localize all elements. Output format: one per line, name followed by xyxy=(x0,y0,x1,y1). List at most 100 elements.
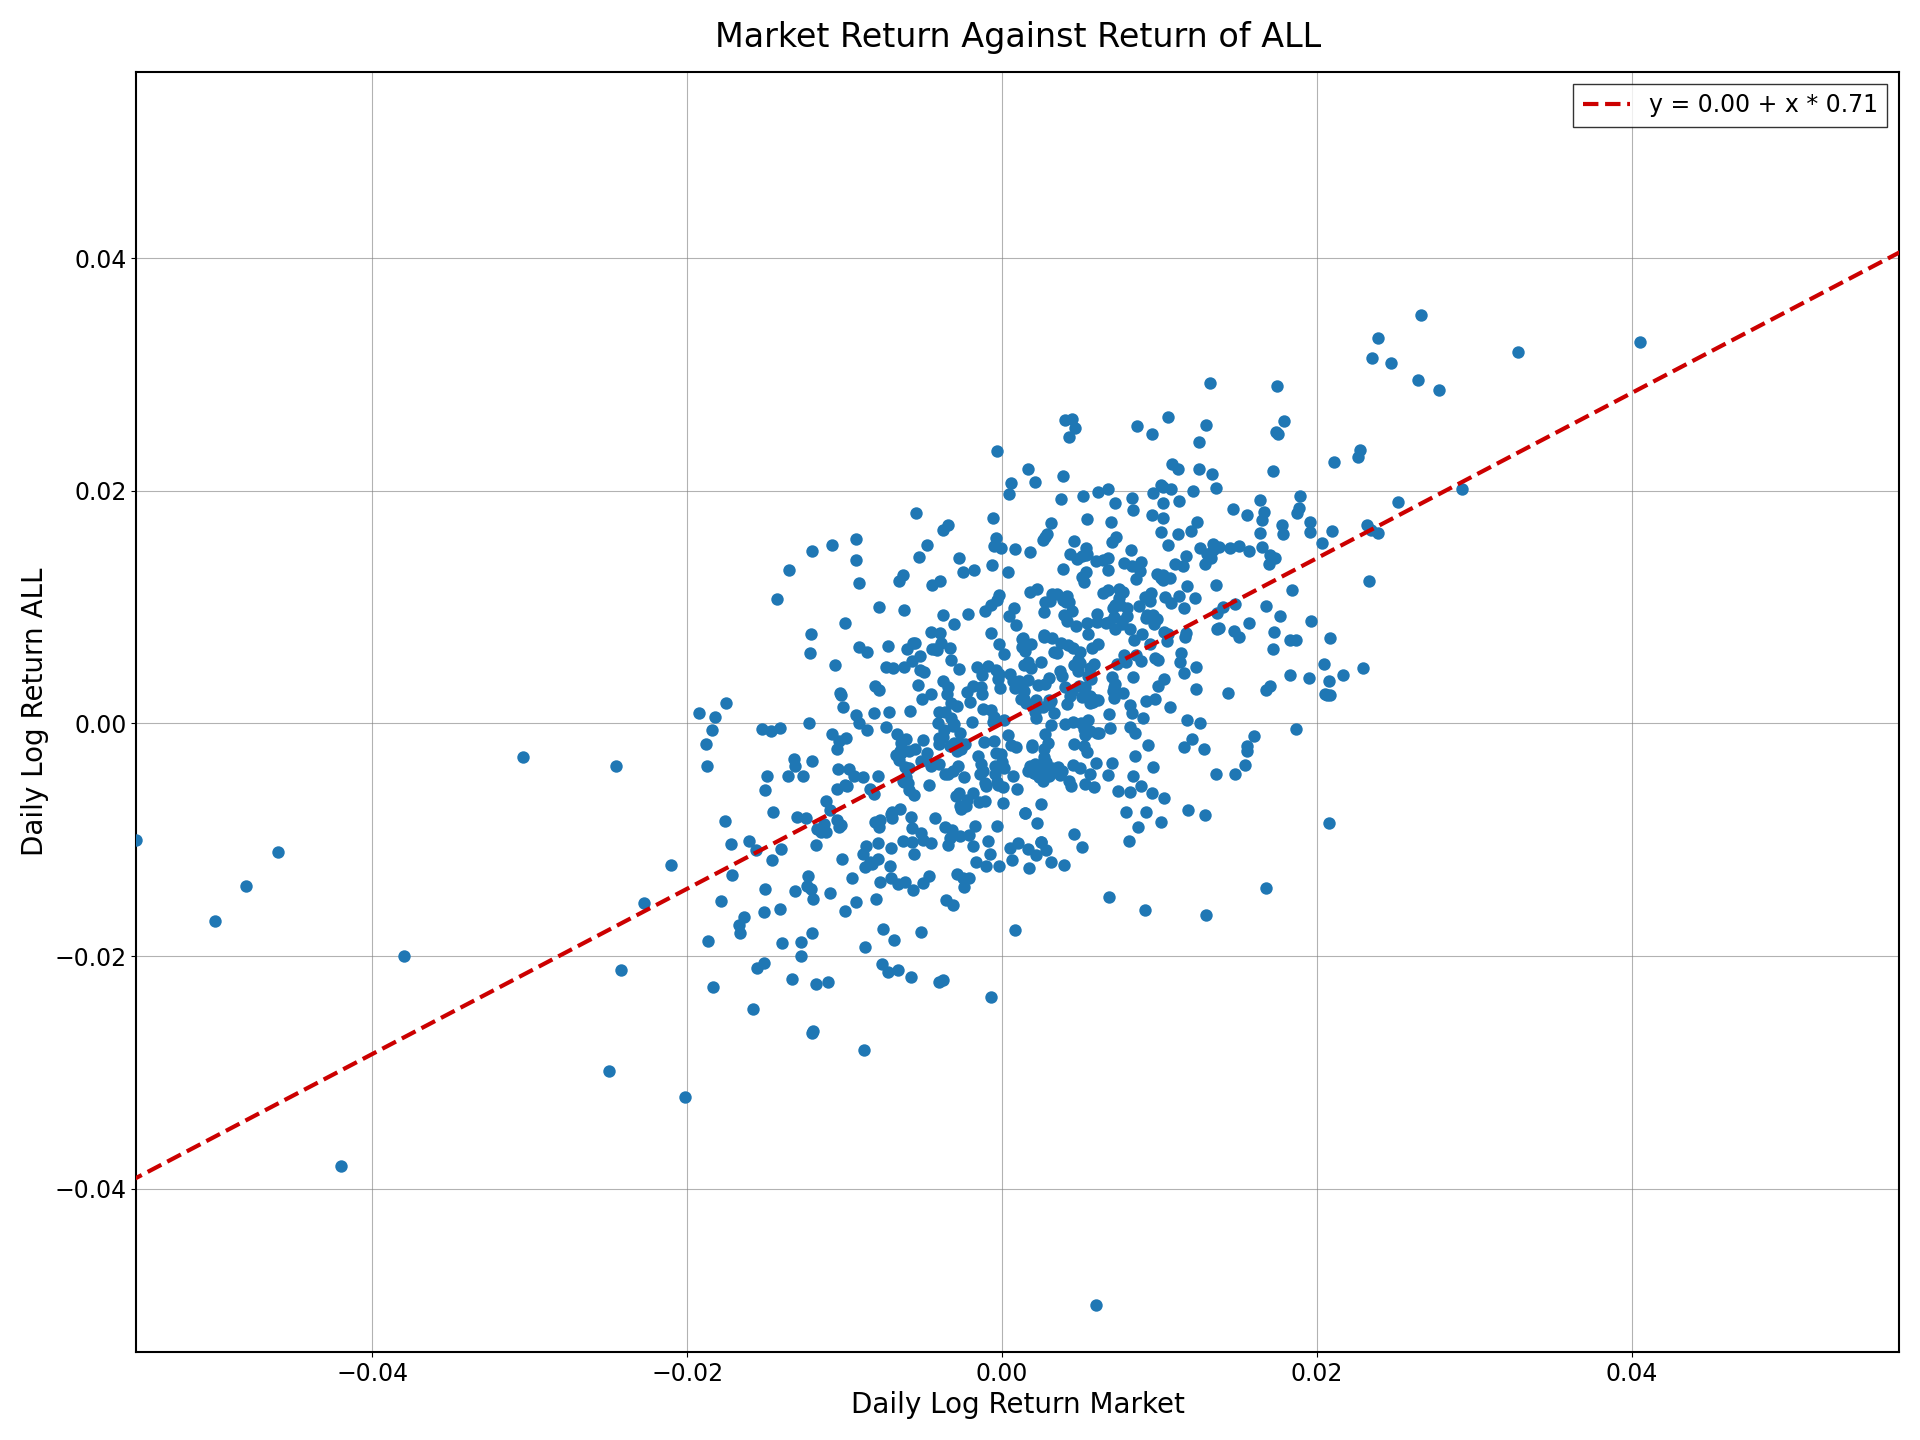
Point xyxy=(970,599,1000,622)
Point xyxy=(1029,723,1060,746)
Point xyxy=(975,842,1006,865)
Point xyxy=(1404,369,1434,392)
Point xyxy=(1052,634,1083,657)
Point xyxy=(1025,651,1056,674)
Point xyxy=(1025,765,1056,788)
Point xyxy=(925,631,956,654)
Point xyxy=(1102,779,1133,802)
Point xyxy=(1054,590,1085,613)
Point xyxy=(927,603,958,626)
Point xyxy=(705,888,735,912)
Point xyxy=(1213,683,1244,706)
Point xyxy=(1029,624,1060,647)
Point xyxy=(1075,720,1106,743)
Point xyxy=(1258,459,1288,482)
Point xyxy=(630,891,660,914)
Point xyxy=(1246,508,1277,531)
Point xyxy=(983,632,1014,655)
Point xyxy=(1357,347,1388,370)
Point xyxy=(1311,684,1342,707)
Point xyxy=(1020,471,1050,494)
Point xyxy=(947,798,977,821)
Point xyxy=(943,694,973,717)
Point xyxy=(922,639,952,662)
Point xyxy=(995,662,1025,685)
Point xyxy=(1131,585,1162,608)
Point xyxy=(935,706,966,729)
Point xyxy=(948,766,979,789)
Point xyxy=(1037,583,1068,606)
Point xyxy=(956,710,987,733)
Point xyxy=(1075,657,1106,680)
Point xyxy=(697,975,728,998)
Point xyxy=(816,723,847,746)
Point xyxy=(1156,592,1187,615)
Point xyxy=(1446,478,1476,501)
Point xyxy=(1021,674,1052,697)
Point xyxy=(1031,759,1062,782)
Point xyxy=(1071,507,1102,530)
Point xyxy=(874,960,904,984)
Point xyxy=(1092,577,1123,600)
Point xyxy=(1137,423,1167,446)
Point xyxy=(1012,668,1043,691)
Point xyxy=(828,848,858,871)
Point xyxy=(1025,793,1056,816)
Point xyxy=(973,829,1004,852)
Point xyxy=(1098,593,1129,616)
Point xyxy=(741,838,772,861)
Point xyxy=(1165,651,1196,674)
Point xyxy=(1260,546,1290,569)
Point xyxy=(908,729,939,752)
Point xyxy=(1089,549,1119,572)
Point xyxy=(1020,700,1050,723)
Point xyxy=(1050,409,1081,432)
Point xyxy=(995,837,1025,860)
Point xyxy=(1020,762,1050,785)
Point xyxy=(960,851,991,874)
Point xyxy=(1281,717,1311,740)
Point xyxy=(1068,566,1098,589)
Point xyxy=(964,791,995,814)
Point xyxy=(1010,639,1041,662)
Point xyxy=(509,746,540,769)
Point xyxy=(812,971,843,994)
Point xyxy=(1112,605,1142,628)
Point xyxy=(1029,737,1060,760)
Point xyxy=(749,952,780,975)
Point xyxy=(1104,586,1135,609)
Point xyxy=(1021,577,1052,600)
Point xyxy=(1137,756,1167,779)
Point xyxy=(828,696,858,719)
Point xyxy=(699,706,730,729)
Point xyxy=(733,829,764,852)
Point xyxy=(1046,632,1077,655)
Point xyxy=(1275,664,1306,687)
Point xyxy=(263,840,294,863)
Point xyxy=(1044,763,1075,786)
Point xyxy=(924,701,954,724)
Point xyxy=(826,683,856,706)
Point xyxy=(987,776,1018,799)
Point xyxy=(1117,665,1148,688)
Point xyxy=(1190,413,1221,436)
Point xyxy=(935,691,966,714)
Point xyxy=(1315,684,1346,707)
Point xyxy=(837,867,868,890)
Point xyxy=(1046,759,1077,782)
Point xyxy=(854,778,885,801)
Point xyxy=(870,657,900,680)
Point xyxy=(858,701,889,724)
Point xyxy=(1204,616,1235,639)
Point xyxy=(968,664,998,687)
Point xyxy=(916,755,947,778)
Point xyxy=(1146,520,1177,543)
Point xyxy=(1252,595,1283,618)
Point xyxy=(1016,657,1046,680)
Point xyxy=(1081,721,1112,744)
Point xyxy=(1027,696,1058,719)
Point xyxy=(981,439,1012,462)
Point xyxy=(1062,649,1092,672)
Point xyxy=(1071,543,1102,566)
Point xyxy=(1117,498,1148,521)
